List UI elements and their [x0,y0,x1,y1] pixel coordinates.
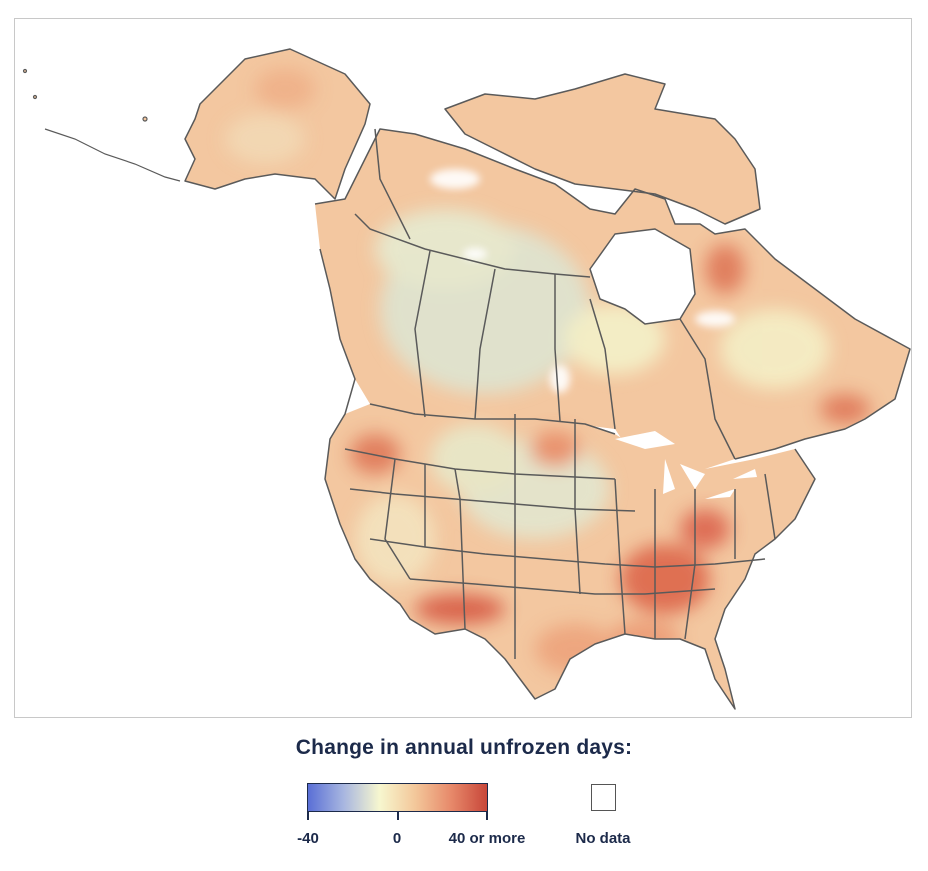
legend-label-max: 40 or more [448,830,526,847]
state-province-boundaries [184,48,911,710]
great-lakes [615,431,757,499]
legend-label-zero: 0 [392,830,402,847]
legend-title: Change in annual unfrozen days: [295,736,633,759]
legend-color-bar [307,783,488,812]
no-data-swatch [591,784,616,811]
land-heatmap [185,49,910,709]
legend-tick-max [486,811,488,820]
no-data-label: No data [575,830,631,847]
legend-tick-zero [397,811,399,820]
map-frame [14,18,912,718]
legend-tick-min [307,811,309,820]
north-america-map [22,48,911,710]
hudson-bay [590,229,695,324]
legend-label-min: -40 [297,830,319,847]
aleutian-islands [22,68,181,182]
